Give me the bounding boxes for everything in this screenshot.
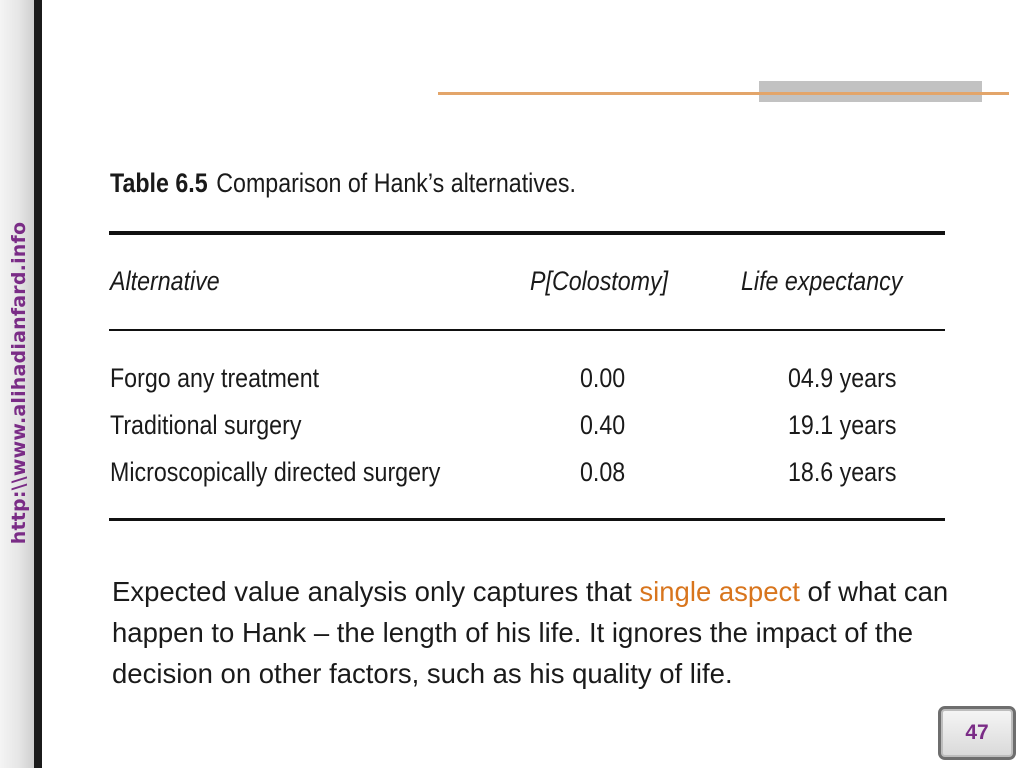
- cell-p-colostomy: 0.00: [580, 363, 626, 393]
- paragraph-text-end: of what can happen to Hank – the length …: [112, 576, 949, 689]
- table-header-rule: [109, 329, 945, 331]
- table-bottom-rule: [109, 518, 945, 521]
- cell-alternative: Traditional surgery: [110, 410, 302, 440]
- body-paragraph: Expected value analysis only captures th…: [112, 571, 952, 694]
- page-number-badge: 47: [938, 706, 1016, 760]
- table-caption-number: Table 6.5: [110, 168, 208, 198]
- cell-life-expectancy: 18.6 years: [788, 457, 897, 487]
- side-divider: [34, 0, 42, 768]
- cell-life-expectancy: 04.9 years: [788, 363, 897, 393]
- cell-life-expectancy: 19.1 years: [788, 410, 897, 440]
- paragraph-text-start: Expected value analysis only captures th…: [112, 576, 640, 607]
- header-orange-line: [438, 92, 1009, 95]
- cell-alternative: Forgo any treatment: [110, 363, 320, 393]
- side-url-text: http:\\www.alihadianfard.info: [8, 221, 30, 545]
- table-caption-title: Comparison of Hank’s alternatives.: [216, 168, 576, 198]
- column-header-life-expectancy: Life expectancy: [741, 266, 903, 296]
- column-header-p-colostomy: P[Colostomy]: [530, 266, 669, 296]
- table-caption: Table 6.5 Comparison of Hank’s alternativ…: [110, 168, 576, 199]
- cell-p-colostomy: 0.40: [580, 410, 626, 440]
- header-gray-block: [759, 81, 982, 102]
- column-header-alternative: Alternative: [110, 266, 220, 296]
- cell-alternative: Microscopically directed surgery: [110, 457, 441, 487]
- paragraph-highlight: single aspect: [639, 576, 800, 607]
- side-band: [0, 0, 34, 768]
- table-top-rule: [109, 231, 945, 235]
- cell-p-colostomy: 0.08: [580, 457, 626, 487]
